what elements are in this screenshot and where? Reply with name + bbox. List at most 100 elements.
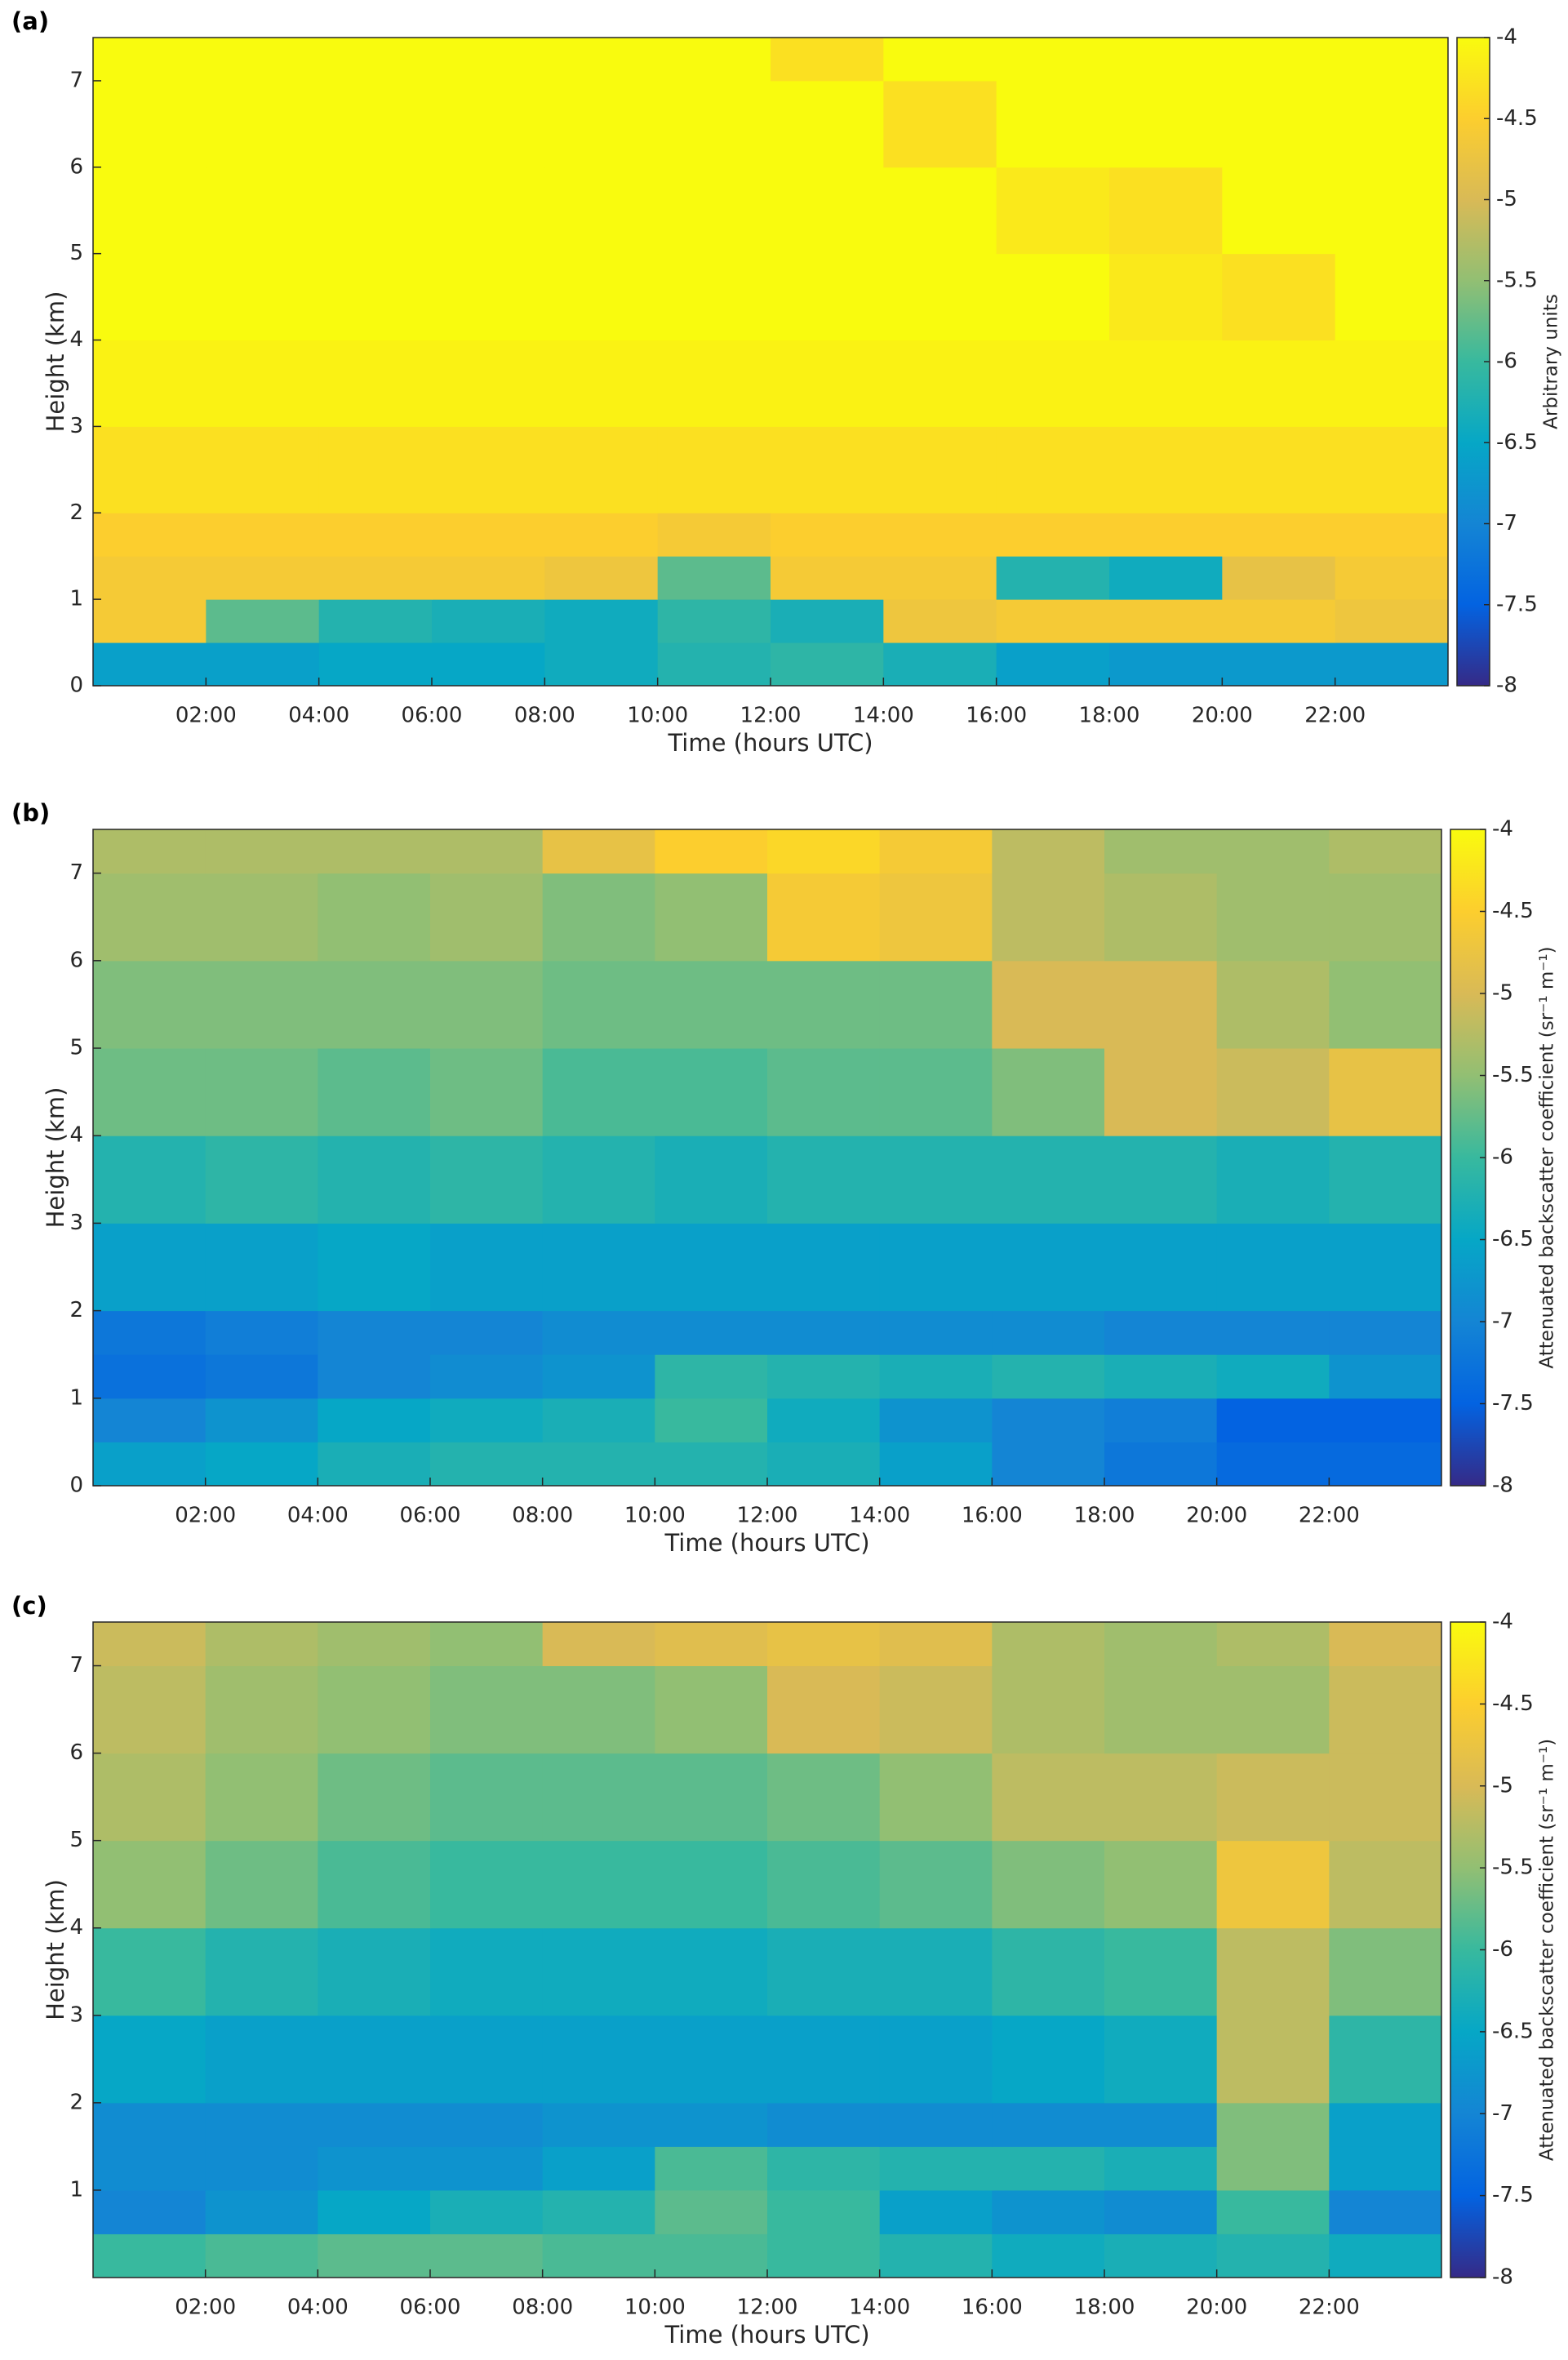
y-tick-label: 6: [69, 948, 83, 972]
heat-cell: [1329, 1840, 1442, 1929]
heat-cell: [206, 513, 320, 557]
heat-cell: [996, 340, 1110, 427]
heat-cell: [93, 1310, 207, 1355]
heat-cell: [992, 1753, 1105, 1842]
colorbar-tick-label: -4: [1492, 817, 1513, 842]
colorbar-tick-label: -7.5: [1492, 2183, 1534, 2207]
heat-cell: [767, 1398, 881, 1442]
heat-cell: [992, 1223, 1105, 1312]
y-tick-label: 5: [69, 241, 83, 265]
heat-cell: [544, 167, 659, 255]
heat-cell: [771, 340, 884, 427]
heat-cell: [206, 599, 320, 643]
heat-cell: [93, 1398, 207, 1442]
heat-cell: [879, 1048, 993, 1136]
x-tick-label: 14:00: [849, 2296, 910, 2320]
x-tick-label: 14:00: [849, 1504, 910, 1528]
heat-cell: [430, 2102, 544, 2147]
heat-cell: [767, 2146, 881, 2191]
heat-cell: [542, 1136, 655, 1224]
y-tick-label: 4: [69, 327, 83, 352]
heat-cell: [318, 1840, 431, 1929]
heat-cell: [430, 2189, 544, 2234]
colorbar-tick-label: -7.5: [1496, 592, 1538, 616]
heat-cell: [767, 2189, 881, 2234]
heat-cell: [992, 2233, 1105, 2278]
heat-cell: [1335, 513, 1449, 557]
heat-cell: [1222, 599, 1336, 643]
y-tick-label: 2: [69, 2090, 83, 2114]
heat-cell: [657, 38, 771, 82]
colorbar-title: Attenuated backscatter coefficient (sr⁻¹…: [1537, 946, 1558, 1368]
heat-cell: [1104, 829, 1218, 874]
heat-cell: [205, 1442, 318, 1487]
colorbar-tick-label: -4: [1496, 25, 1517, 50]
heat-cell: [93, 1223, 207, 1312]
heat-cell: [1216, 1398, 1330, 1442]
colorbar-tick-label: -8: [1492, 2265, 1513, 2290]
heat-cell: [205, 1753, 318, 1842]
colorbar-tick-label: -4: [1492, 1610, 1513, 1634]
colorbar-tick-label: -5.5: [1496, 268, 1538, 292]
heat-cell: [1109, 340, 1223, 427]
heat-cell: [206, 253, 320, 341]
heat-cell: [1216, 2233, 1330, 2278]
heat-cell: [318, 1622, 431, 1667]
heat-cell: [318, 38, 433, 82]
heat-cell: [432, 426, 545, 513]
heat-cell: [767, 1927, 881, 2016]
heat-cell: [1109, 80, 1223, 168]
heat-cell: [992, 1136, 1105, 1224]
panel-label: (a): [11, 7, 49, 35]
heat-cell: [767, 1665, 881, 1754]
heat-cell: [771, 38, 884, 82]
heat-cell: [655, 2189, 768, 2234]
y-axis-title: Height (km): [42, 1879, 69, 2020]
heat-cell: [992, 1442, 1105, 1487]
x-tick-label: 02:00: [175, 1504, 236, 1528]
heat-cell: [1222, 167, 1336, 255]
heat-cell: [1109, 38, 1223, 82]
heat-cell: [430, 960, 544, 1049]
heat-cell: [93, 2189, 207, 2234]
heat-cell: [655, 1442, 768, 1487]
x-tick-label: 22:00: [1299, 1504, 1360, 1528]
y-tick-label: 3: [69, 414, 83, 438]
heat-cell: [430, 2015, 544, 2104]
heat-cell: [1216, 1840, 1330, 1929]
heat-cell: [1104, 1840, 1218, 1929]
heat-cell: [879, 1223, 993, 1312]
heat-cell: [767, 1622, 881, 1667]
panel: (c)02:00 04:00 06:00 08:00 10:00 12:00 14:00 16…: [11, 1592, 1558, 2349]
heat-cell: [1329, 1223, 1442, 1312]
heat-cell: [1104, 873, 1218, 962]
heat-cell: [996, 642, 1110, 687]
heat-cell: [1329, 2015, 1442, 2104]
x-tick-label: 12:00: [740, 704, 802, 728]
colorbar-tick-label: -4.5: [1496, 106, 1538, 131]
heat-cell: [1104, 2189, 1218, 2234]
heat-cell: [767, 1048, 881, 1136]
heat-cell: [771, 80, 884, 168]
heat-cell: [544, 556, 659, 600]
heat-cell: [206, 167, 320, 255]
heat-cell: [1329, 960, 1442, 1049]
x-axis-title: Time (hours UTC): [667, 729, 873, 757]
heat-cell: [992, 1048, 1105, 1136]
heat-cell: [93, 1136, 207, 1224]
heat-cell: [205, 1622, 318, 1667]
heat-cell: [432, 599, 545, 643]
heat-cell: [1109, 642, 1223, 687]
heat-cell: [1216, 1665, 1330, 1754]
heat-cell: [992, 1665, 1105, 1754]
heat-cell: [1329, 2233, 1442, 2278]
y-tick-label: 6: [69, 1740, 83, 1765]
heat-cell: [767, 829, 881, 874]
y-tick-label: 5: [69, 1828, 83, 1852]
heat-cell: [205, 1310, 318, 1355]
heat-cell: [1329, 873, 1442, 962]
heat-cell: [318, 2102, 431, 2147]
heat-cell: [318, 1398, 431, 1442]
x-tick-label: 22:00: [1299, 2296, 1360, 2320]
colorbar-tick-label: -8: [1492, 1473, 1513, 1498]
